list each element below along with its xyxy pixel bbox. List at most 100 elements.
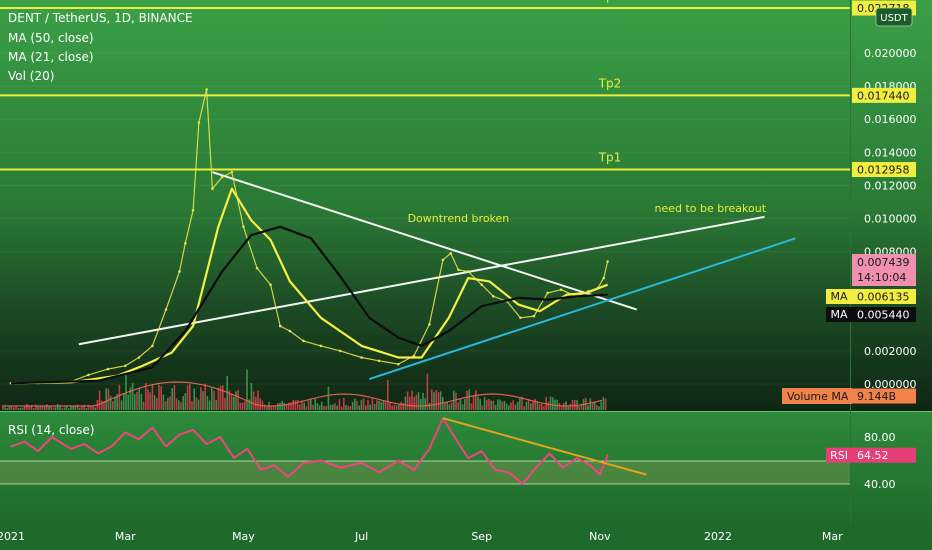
volume-bar	[532, 401, 534, 410]
volume-bar	[488, 398, 490, 410]
volume-bar	[479, 398, 481, 410]
volume-bar	[43, 406, 46, 410]
ma21-value-badge-text: 0.006135	[857, 291, 910, 304]
indicator-volume[interactable]: Vol (20)	[8, 69, 54, 83]
volume-bar	[459, 398, 462, 410]
indicator-ma21[interactable]: MA (21, close)	[8, 50, 94, 64]
rsi-point	[378, 471, 380, 474]
volume-bar	[323, 405, 325, 410]
ma21-label-box	[826, 289, 852, 304]
volume-bar	[384, 400, 387, 410]
volume-bar	[378, 400, 380, 410]
volume-bar	[180, 402, 182, 410]
series-ma50	[10, 225, 608, 385]
currency-badge[interactable]: USDT	[875, 7, 913, 27]
volume-bar	[457, 402, 459, 410]
volume-bar	[292, 399, 294, 410]
rsi-label-box	[826, 447, 852, 463]
time-tick-label: Sep	[471, 530, 492, 543]
volume-bar	[371, 398, 374, 410]
volume-bar	[314, 398, 316, 410]
volume-bar	[470, 403, 473, 410]
rsi-point	[320, 459, 322, 462]
price-point	[602, 276, 606, 280]
volume-bar	[263, 404, 266, 410]
volume-bar	[439, 391, 442, 410]
volume-bar	[138, 387, 140, 410]
volume-bar	[28, 405, 30, 410]
volume-bar	[499, 399, 501, 410]
volume-bar	[380, 401, 382, 410]
volume-bar	[387, 379, 389, 410]
price-point	[559, 288, 563, 291]
volume-bar	[274, 405, 277, 410]
rsi-point	[10, 445, 12, 448]
volume-bar	[270, 406, 272, 410]
volume-bar	[444, 402, 446, 410]
rsi-point	[151, 426, 154, 429]
volume-bar	[182, 395, 184, 410]
target-levels: Tp3 Tp2 Tp1	[0, 0, 850, 171]
volume-bar	[541, 403, 543, 410]
volume-bar	[92, 406, 94, 410]
volume-bar	[151, 383, 154, 410]
price-tick-label: 0.014000	[864, 146, 917, 159]
volume-bar	[356, 400, 358, 410]
volume-bar	[334, 403, 336, 410]
volume-bar	[85, 408, 88, 410]
time-axis[interactable]: 2021 Mar May Jul Sep Nov 2022 Mar	[0, 530, 843, 543]
volume-bar	[508, 405, 510, 410]
volume-bar	[446, 402, 448, 410]
price-point	[269, 283, 272, 287]
countdown-badge-text: 14:10:04	[857, 271, 906, 284]
volume-bar	[593, 402, 596, 410]
symbol-title[interactable]: DENT / TetherUS, 1D, BINANCE	[8, 11, 193, 25]
volume-bar	[560, 405, 563, 410]
volume-bar	[257, 390, 259, 410]
volume-bar	[569, 403, 572, 410]
rsi-point	[138, 438, 140, 441]
rsi-title[interactable]: RSI (14, close)	[8, 423, 94, 437]
volume-bar	[74, 406, 77, 410]
volume-bar	[35, 404, 37, 410]
volume-bar	[184, 393, 187, 410]
price-point	[546, 291, 549, 295]
volume-bar	[156, 398, 158, 410]
volume-bar	[272, 405, 275, 410]
rsi-point	[50, 436, 53, 438]
volume-bar	[250, 383, 253, 410]
volume-bar	[373, 404, 376, 410]
target-level-badge-box	[852, 162, 916, 178]
volume-bar	[186, 385, 189, 410]
volume-bar	[556, 399, 558, 410]
volume-bar	[81, 405, 83, 410]
ma50-value-badge-box	[852, 307, 916, 322]
price-point	[211, 187, 214, 191]
time-tick-label: Nov	[589, 530, 611, 543]
indicator-ma50[interactable]: MA (50, close)	[8, 31, 94, 45]
volume-bar	[521, 396, 523, 410]
volume-bar	[420, 398, 422, 410]
volume-bar	[514, 404, 517, 410]
volume-bar	[107, 388, 110, 410]
volume-bar	[400, 401, 402, 410]
volume-bars	[2, 369, 607, 410]
rsi-point	[124, 431, 127, 434]
volume-bar	[235, 391, 237, 410]
price-point	[377, 359, 381, 363]
series-price	[10, 88, 609, 384]
price-point	[123, 364, 127, 368]
volume-bar	[431, 389, 433, 410]
volume-bar	[494, 405, 497, 410]
volume-bar	[466, 390, 468, 410]
volume-bar	[369, 404, 371, 410]
volume-ma-value-badge-box	[852, 388, 916, 404]
price-point	[449, 251, 452, 255]
price-tick-label: 0.012000	[864, 179, 917, 192]
volume-bar	[415, 394, 418, 410]
rsi-point	[467, 457, 469, 459]
ma21-value-badge-box	[852, 289, 916, 304]
volume-bar	[41, 406, 44, 410]
volume-bar	[589, 398, 591, 410]
